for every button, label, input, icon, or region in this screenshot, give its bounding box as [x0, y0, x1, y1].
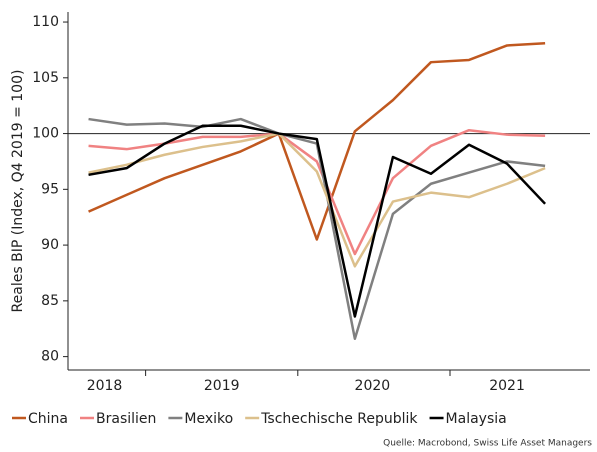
y-axis-label: Reales BIP (Index, Q4 2019 = 100) [10, 70, 26, 313]
series-line [88, 41, 546, 241]
y-tick-label: 100 [32, 126, 59, 142]
y-tick-label: 85 [41, 293, 59, 309]
y-tick-label: 95 [41, 181, 59, 197]
legend-label: Mexiko [184, 411, 233, 427]
legend-label: Tschechische Republik [260, 411, 418, 427]
legend-label: Brasilien [96, 411, 156, 427]
series-line [88, 124, 547, 318]
x-tick-label: 2020 [355, 378, 391, 394]
series-line [88, 117, 546, 341]
y-tick-label: 105 [32, 70, 59, 86]
x-tick-label: 2021 [489, 378, 525, 394]
legend-label: Malaysia [446, 411, 507, 427]
y-tick-label: 110 [32, 14, 59, 30]
y-tick-label: 80 [41, 349, 59, 365]
legend-label: China [28, 411, 68, 427]
source: Quelle: Macrobond, Swiss Life Asset Mana… [383, 439, 592, 449]
x-tick-label: 2018 [87, 378, 123, 394]
series-line [88, 132, 546, 268]
y-tick-label: 90 [41, 237, 59, 253]
x-tick-label: 2019 [204, 378, 240, 394]
